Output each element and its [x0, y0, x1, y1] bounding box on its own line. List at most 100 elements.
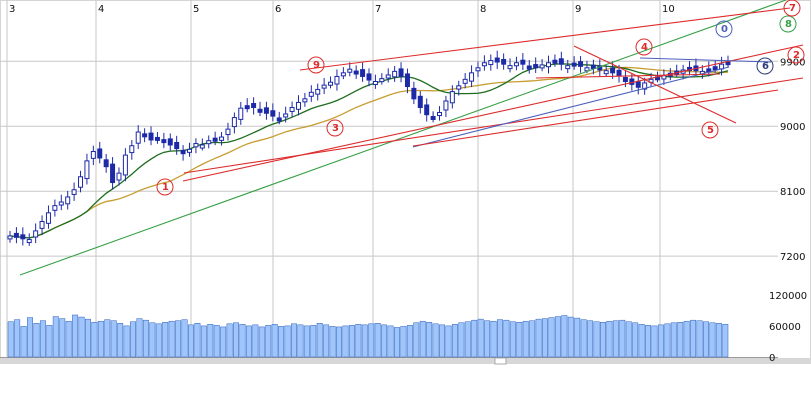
volume-bar-67	[439, 324, 445, 358]
candle-body-5	[39, 220, 45, 229]
month-label-3: 3	[9, 4, 15, 15]
volume-bar-8	[59, 318, 66, 358]
candle-body-65	[424, 104, 430, 116]
volume-bar-91	[593, 321, 600, 358]
candle-body-30	[199, 144, 205, 149]
volume-bar-33	[220, 326, 227, 358]
candle-body-21	[142, 133, 148, 138]
volume-tick-60000: 60000	[769, 322, 801, 333]
candle-body-63	[411, 87, 417, 100]
volume-bar-98	[638, 324, 645, 358]
volume-bar-3	[27, 317, 33, 358]
candle-body-93	[603, 70, 609, 75]
volume-bar-20	[136, 318, 143, 358]
volume-bar-27	[181, 319, 188, 358]
candle-body-26	[174, 141, 180, 150]
marker-circle-6	[779, 15, 797, 33]
volume-bar-59	[387, 325, 394, 358]
candle-body-13	[90, 151, 96, 159]
volume-bar-107	[696, 320, 703, 358]
volume-bar-23	[155, 323, 162, 358]
candle-body-60	[392, 70, 398, 78]
volume-tick-0: 0	[769, 353, 775, 364]
month-label-7: 7	[375, 4, 381, 15]
candle-body-79	[513, 62, 519, 67]
marker-circle-3	[635, 38, 653, 56]
volume-bar-11	[78, 316, 85, 358]
volume-bar-82	[535, 318, 542, 358]
candle-body-18	[122, 154, 128, 176]
volume-bar-31	[207, 324, 214, 358]
volume-bar-74	[484, 320, 491, 358]
volume-bar-85	[554, 316, 561, 358]
candle-body-74	[481, 62, 487, 67]
candle-body-48	[315, 88, 321, 95]
candle-body-55	[360, 69, 366, 77]
candle-body-33	[219, 136, 225, 141]
candle-body-95	[616, 69, 622, 77]
ma-long-line	[9, 66, 729, 239]
volume-bar-86	[561, 315, 568, 358]
candle-body-16	[110, 163, 116, 184]
candle-body-71	[462, 78, 468, 84]
annotation-line-0	[19, 0, 787, 276]
month-label-10: 10	[662, 4, 675, 15]
candle-body-14	[97, 148, 103, 159]
volume-bar-75	[490, 320, 497, 358]
price-tick-9000: 9000	[780, 122, 805, 133]
volume-bar-54	[355, 324, 362, 358]
candle-body-8	[58, 201, 64, 206]
volume-bar-50	[329, 326, 336, 358]
candle-body-86	[558, 58, 564, 65]
volume-bar-35	[233, 322, 239, 358]
volume-bar-42	[278, 326, 285, 358]
volume-bar-108	[703, 321, 709, 358]
volume-bar-17	[117, 323, 124, 358]
volume-bar-41	[271, 324, 278, 358]
volume-bar-109	[709, 322, 716, 358]
candle-body-7	[52, 205, 58, 211]
candle-body-69	[449, 91, 455, 104]
candle-body-29	[193, 143, 199, 148]
volume-bar-22	[149, 322, 156, 358]
candle-body-82	[533, 64, 539, 69]
volume-bar-88	[574, 317, 581, 358]
volume-bar-49	[323, 324, 330, 358]
volume-bar-55	[361, 324, 368, 358]
volume-bar-43	[284, 325, 291, 358]
volume-bar-102	[664, 323, 671, 358]
candle-body-0	[7, 235, 13, 240]
candle-body-61	[398, 68, 404, 77]
volume-bar-79	[516, 322, 523, 358]
volume-bar-32	[213, 325, 220, 358]
volume-bar-96	[625, 321, 632, 358]
volume-bar-19	[130, 321, 136, 358]
candle-body-42	[276, 117, 282, 122]
candle-body-72	[469, 72, 475, 82]
volume-bar-34	[226, 323, 233, 358]
candle-body-41	[270, 110, 276, 117]
volume-bar-111	[722, 324, 729, 358]
candle-body-38	[251, 103, 257, 108]
candle-body-24	[161, 139, 167, 144]
candle-body-54	[353, 70, 359, 75]
volume-bar-45	[297, 324, 304, 358]
candle-body-1	[13, 232, 19, 238]
scroll-thumb	[494, 357, 507, 365]
volume-bar-83	[542, 318, 548, 358]
candle-body-68	[443, 100, 449, 111]
candle-body-110	[712, 66, 718, 71]
marker-label-9: 9	[313, 60, 320, 71]
volume-bar-40	[265, 325, 272, 358]
marker-circle-4	[701, 121, 719, 139]
volume-bar-80	[522, 320, 529, 358]
volume-bar-62	[406, 325, 413, 358]
candle-body-62	[404, 73, 410, 88]
marker-circle-8	[783, 0, 801, 17]
volume-bar-29	[194, 323, 201, 358]
month-label-5: 5	[193, 4, 199, 15]
candle-body-64	[417, 95, 423, 108]
candle-body-57	[372, 81, 378, 86]
volume-bar-76	[497, 319, 503, 358]
